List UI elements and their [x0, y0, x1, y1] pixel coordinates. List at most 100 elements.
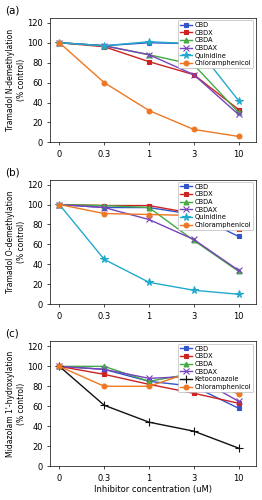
CBD: [103, 204, 106, 210]
Line: Chloramphenicol: Chloramphenicol: [57, 202, 241, 231]
Quinidine: [192, 288, 195, 294]
CBDA: [192, 238, 195, 244]
Y-axis label: Tramadol N-demethylation
(% control): Tramadol N-demethylation (% control): [6, 29, 26, 131]
CBDX: [237, 400, 240, 406]
Quinidine: [58, 40, 61, 46]
CBDAX: [192, 72, 195, 78]
CBDAX: [103, 204, 106, 210]
Chloramphenicol: [58, 364, 61, 370]
Chloramphenicol: [148, 212, 151, 218]
Line: CBDX: CBDX: [57, 40, 241, 112]
Line: CBDX: CBDX: [57, 202, 241, 232]
CBDA: [237, 268, 240, 274]
CBDA: [58, 40, 61, 46]
CBD: [103, 42, 106, 48]
Line: CBD: CBD: [57, 202, 241, 239]
CBD: [192, 212, 195, 218]
Y-axis label: Midazolam 1'-hydroxylation
(% control): Midazolam 1'-hydroxylation (% control): [6, 350, 26, 457]
CBDX: [58, 364, 61, 370]
Chloramphenicol: [148, 108, 151, 114]
Legend: CBD, CBDX, CBDA, CBDAX, Quinidine, Chloramphenicol: CBD, CBDX, CBDA, CBDAX, Quinidine, Chlor…: [178, 182, 253, 230]
Chloramphenicol: [192, 212, 195, 218]
Quinidine: [58, 202, 61, 207]
Chloramphenicol: [237, 392, 240, 398]
CBD: [58, 40, 61, 46]
Legend: CBD, CBDX, CBDA, CBDAX, Ketoconazole, Chloramphenicol: CBD, CBDX, CBDA, CBDAX, Ketoconazole, Ch…: [178, 344, 253, 392]
Line: CBD: CBD: [57, 40, 241, 60]
CBDAX: [192, 374, 195, 380]
Line: CBD: CBD: [57, 364, 241, 410]
CBDA: [148, 378, 151, 384]
CBDAX: [148, 52, 151, 58]
CBDX: [148, 382, 151, 388]
CBDX: [148, 58, 151, 64]
CBDAX: [103, 366, 106, 372]
Line: Quinidine: Quinidine: [56, 38, 242, 104]
CBD: [192, 384, 195, 390]
Quinidine: [103, 256, 106, 262]
Line: Chloramphenicol: Chloramphenicol: [57, 364, 241, 396]
CBD: [192, 40, 195, 46]
CBDA: [148, 204, 151, 210]
Line: CBDAX: CBDAX: [56, 363, 242, 405]
Line: Quinidine: Quinidine: [56, 200, 242, 298]
Ketoconazole: [103, 402, 106, 408]
CBDAX: [58, 364, 61, 370]
Chloramphenicol: [58, 40, 61, 46]
CBDX: [103, 44, 106, 50]
Chloramphenicol: [237, 134, 240, 140]
Chloramphenicol: [103, 210, 106, 216]
Text: (b): (b): [5, 167, 20, 177]
Line: CBDA: CBDA: [57, 40, 241, 115]
Chloramphenicol: [103, 80, 106, 86]
CBDA: [103, 42, 106, 48]
Ketoconazole: [237, 445, 240, 451]
Quinidine: [103, 42, 106, 48]
CBDAX: [237, 112, 240, 117]
Legend: CBD, CBDX, CBDA, CBDAX, Quinidine, Chloramphenicol: CBD, CBDX, CBDA, CBDAX, Quinidine, Chlor…: [178, 20, 253, 68]
CBD: [148, 204, 151, 210]
Line: CBDX: CBDX: [57, 364, 241, 406]
Chloramphenicol: [192, 368, 195, 374]
Quinidine: [148, 38, 151, 44]
CBDX: [192, 210, 195, 216]
CBDX: [192, 390, 195, 396]
CBDAX: [148, 216, 151, 222]
Chloramphenicol: [148, 384, 151, 390]
CBDX: [103, 202, 106, 208]
Line: CBDAX: CBDAX: [56, 202, 242, 274]
Chloramphenicol: [192, 126, 195, 132]
CBDAX: [192, 236, 195, 242]
CBDA: [148, 52, 151, 58]
CBD: [103, 366, 106, 372]
Chloramphenicol: [103, 384, 106, 390]
CBD: [237, 234, 240, 239]
CBD: [237, 54, 240, 60]
Quinidine: [237, 291, 240, 297]
CBDAX: [237, 398, 240, 404]
CBDAX: [58, 202, 61, 207]
Line: CBDA: CBDA: [57, 364, 241, 394]
CBDAX: [237, 268, 240, 274]
CBDA: [103, 364, 106, 370]
CBDX: [237, 226, 240, 232]
Ketoconazole: [148, 419, 151, 425]
Quinidine: [192, 40, 195, 46]
CBDA: [103, 202, 106, 208]
CBDA: [237, 388, 240, 394]
Y-axis label: Tramadol O-demethylation
(% control): Tramadol O-demethylation (% control): [6, 190, 26, 293]
CBDAX: [148, 376, 151, 382]
CBDX: [192, 72, 195, 78]
CBDAX: [58, 40, 61, 46]
Quinidine: [148, 280, 151, 285]
CBDA: [237, 110, 240, 116]
X-axis label: Inhibitor concentration (uM): Inhibitor concentration (uM): [94, 486, 212, 494]
Chloramphenicol: [237, 226, 240, 232]
CBDX: [58, 202, 61, 207]
CBDX: [237, 106, 240, 112]
CBDA: [58, 364, 61, 370]
CBDAX: [103, 42, 106, 48]
CBD: [148, 378, 151, 384]
Text: (a): (a): [5, 6, 19, 16]
CBD: [237, 405, 240, 411]
